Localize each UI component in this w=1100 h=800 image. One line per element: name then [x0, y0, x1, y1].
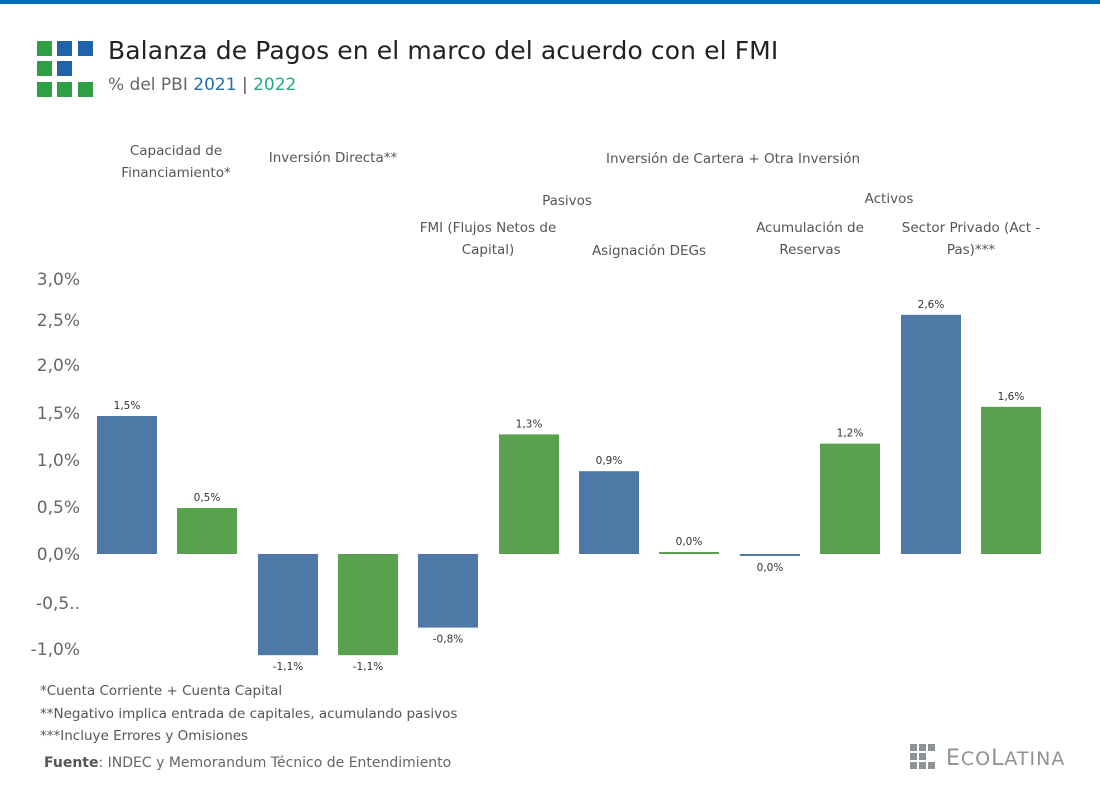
subtitle-unit: % del PBI: [108, 75, 188, 95]
header-sector-privado-line1: Sector Privado (Act -: [901, 220, 1041, 236]
bar-2021-3: [579, 471, 639, 554]
data-label-2021-5: 2,6%: [918, 299, 945, 311]
footnote-2: **Negativo implica entrada de capitales,…: [40, 706, 458, 722]
y-tick-label: -1,0%: [31, 640, 80, 660]
footnote-1: *Cuenta Corriente + Cuenta Capital: [40, 683, 283, 699]
data-labels: 1,5% 0,5% -1,1% -1,1% -0,8% 1,3% 0,9% 0,0% 0,0% 1…: [114, 299, 1025, 673]
data-label-2021-0: 1,5%: [114, 400, 141, 412]
y-tick-label: 1,5%: [37, 404, 80, 424]
y-tick-label: 0,0%: [37, 545, 80, 565]
bars: [97, 314, 1041, 656]
bar-2022-1: [338, 554, 398, 656]
source-label: Fuente: [44, 755, 99, 771]
bar-2021-5: [901, 314, 961, 554]
chart-logo-icon: [37, 41, 95, 99]
bar-2021-2: [418, 554, 478, 628]
brand-name: ECOLATINA: [946, 746, 1065, 771]
data-label-2022-3: 0,0%: [676, 536, 703, 548]
bar-2022-3: [659, 552, 719, 554]
brand-part-atina: ATINA: [1004, 748, 1066, 770]
header-sector-privado-line2: Pas)***: [946, 242, 996, 258]
data-label-2021-2: -0,8%: [433, 634, 463, 646]
source-text: : INDEC y Memorandum Técnico de Entendim…: [98, 755, 452, 771]
chart-subtitle: % del PBI 2021 | 2022: [108, 75, 296, 95]
header-cartera-otra-inversion: Inversión de Cartera + Otra Inversión: [605, 151, 861, 167]
y-axis: 3,0% 2,5% 2,0% 1,5% 1,0% 0,5% 0,0% -0,5.. -1,0%: [31, 270, 80, 660]
bar-2021-4: [740, 554, 800, 556]
data-label-2022-2: 1,3%: [516, 418, 543, 430]
brand-initial-l: L: [991, 746, 1005, 771]
header-fmi-line1: FMI (Flujos Netos de: [419, 220, 557, 236]
y-tick-label: 2,5%: [37, 311, 80, 331]
data-label-2022-1: -1,1%: [353, 661, 383, 673]
header-inversion-directa: Inversión Directa**: [268, 150, 398, 166]
header-fmi-line2: Capital): [461, 242, 515, 258]
data-label-2021-1: -1,1%: [273, 661, 303, 673]
header-fmi: FMI (Flujos Netos de Capital): [413, 217, 563, 261]
data-label-2021-3: 0,9%: [596, 455, 623, 467]
y-tick-label: -0,5..: [36, 594, 80, 614]
y-tick-label: 3,0%: [37, 270, 80, 290]
data-label-2022-0: 0,5%: [194, 492, 221, 504]
bar-2022-2: [499, 434, 559, 554]
brand-initial-e: E: [946, 746, 961, 771]
y-tick-label: 2,0%: [37, 356, 80, 376]
data-label-2021-4: 0,0%: [757, 562, 784, 574]
chart-title: Balanza de Pagos en el marco del acuerdo…: [108, 36, 779, 65]
brand-part-co: CO: [960, 748, 992, 770]
header-sector-privado: Sector Privado (Act - Pas)***: [891, 217, 1051, 261]
source-note: Fuente: INDEC y Memorandum Técnico de En…: [44, 755, 451, 771]
legend-2021: 2021: [193, 75, 237, 95]
header-reservas: Acumulación de Reservas: [745, 217, 875, 261]
bar-2021-0: [97, 416, 157, 554]
y-tick-label: 0,5%: [37, 498, 80, 518]
bar-2022-4: [820, 443, 880, 554]
header-degs: Asignación DEGs: [591, 243, 707, 259]
header-activos: Activos: [864, 191, 914, 207]
legend-2022: 2022: [253, 75, 297, 95]
header-capacidad: Capacidad de Financiamiento*: [106, 140, 246, 184]
data-label-2022-5: 1,6%: [998, 391, 1025, 403]
bar-2021-1: [258, 554, 318, 656]
header-reservas-line1: Acumulación de: [756, 220, 864, 236]
bar-2022-5: [981, 406, 1041, 554]
top-accent-bar: [0, 0, 1100, 4]
legend-separator: |: [241, 75, 248, 95]
y-tick-label: 1,0%: [37, 451, 80, 471]
header-pasivos: Pasivos: [542, 193, 592, 209]
header-reservas-line2: Reservas: [779, 242, 841, 258]
bar-2022-0: [177, 508, 237, 554]
footnote-3: ***Incluye Errores y Omisiones: [40, 728, 249, 744]
data-label-2022-4: 1,2%: [837, 428, 864, 440]
header-capacidad-line2: Financiamiento*: [121, 165, 231, 181]
header-capacidad-line1: Capacidad de: [129, 143, 223, 159]
